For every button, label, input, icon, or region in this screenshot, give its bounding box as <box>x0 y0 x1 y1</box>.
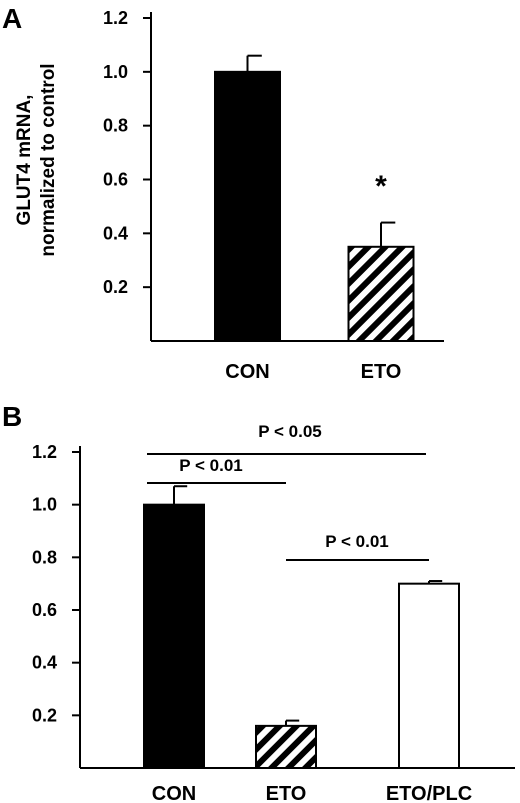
comparison-label-con-vs-eto-plc: P < 0.05 <box>258 422 322 441</box>
panel-b-label: B <box>2 401 22 432</box>
panel-b-ytick-label: 0.2 <box>32 705 57 725</box>
panel-b-ytick-label: 0.8 <box>32 547 57 567</box>
panel-a-bar-eto <box>347 245 415 343</box>
panel-a: A GLUT4 mRNA, normalized to control 0.2 0… <box>2 3 444 383</box>
panel-a-ytick-label: 1.0 <box>103 62 128 82</box>
panel-b-ytick-label: 1.0 <box>32 495 57 515</box>
panel-a-ytick-label: 1.2 <box>103 8 128 28</box>
panel-a-ylabel-line-2: normalized to control <box>38 63 59 256</box>
comparison-label-eto-vs-eto-plc: P < 0.01 <box>325 532 389 551</box>
panel-b: B 0.2 0.4 0.6 0.8 1.0 1.2 CON ETO ETO/PLC P < 0… <box>2 401 515 803</box>
panel-a-bar-con <box>214 70 281 342</box>
panel-b-category-label-con: CON <box>152 783 196 803</box>
panel-b-category-label-eto: ETO <box>266 783 307 803</box>
panel-b-bar-con <box>143 503 205 769</box>
panel-a-ytick-label: 0.2 <box>103 277 128 297</box>
comparison-label-con-vs-eto: P < 0.01 <box>179 456 243 475</box>
panel-b-bar-eto <box>255 724 317 769</box>
panel-a-ytick-label: 0.4 <box>103 223 128 243</box>
panel-b-bar-eto-plc <box>398 582 460 770</box>
panel-a-category-label-con: CON <box>225 361 269 383</box>
panel-a-significance-star: * <box>375 170 387 203</box>
panel-b-ytick-label: 0.6 <box>32 600 57 620</box>
panel-b-ytick-label: 0.4 <box>32 653 57 673</box>
panel-b-category-label-eto-plc: ETO/PLC <box>386 783 472 803</box>
panel-a-ylabel-line-1: GLUT4 mRNA, <box>14 95 35 226</box>
panel-a-ytick-label: 0.8 <box>103 116 128 136</box>
panel-b-ytick-label: 1.2 <box>32 442 57 462</box>
panel-a-label: A <box>2 3 22 34</box>
panel-a-category-label-eto: ETO <box>361 361 402 383</box>
panel-a-ytick-label: 0.6 <box>103 170 128 190</box>
